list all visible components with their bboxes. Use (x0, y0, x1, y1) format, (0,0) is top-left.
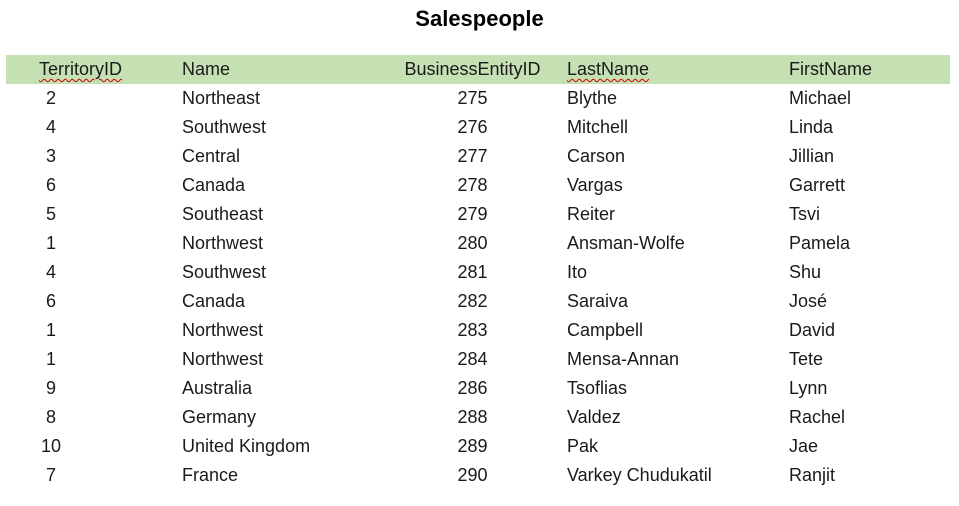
cell-last-name: Blythe (567, 88, 618, 108)
column-header-label: Name (182, 59, 231, 79)
cell-business-entity-id: 288 (457, 407, 488, 427)
cell-territory-id: 1 (45, 233, 56, 253)
cell-name: Southeast (182, 204, 264, 224)
cell-name: Canada (182, 291, 246, 311)
cell-last-name: Ansman-Wolfe (567, 233, 685, 253)
cell-name: Australia (182, 378, 253, 398)
cell-name: Canada (182, 175, 246, 195)
cell-name: Southwest (182, 117, 267, 137)
table-row: 4 Southwest 281 Ito Shu (6, 258, 950, 287)
cell-business-entity-id: 282 (457, 291, 488, 311)
cell-business-entity-id: 280 (457, 233, 488, 253)
table-row: 4 Southwest 276 Mitchell Linda (6, 113, 950, 142)
table-header-row: TerritoryID Name BusinessEntityID LastNa… (6, 55, 950, 84)
cell-first-name: Tsvi (789, 204, 820, 224)
cell-last-name: Reiter (567, 204, 616, 224)
cell-business-entity-id: 286 (457, 378, 488, 398)
cell-name: Northwest (182, 349, 264, 369)
cell-first-name: Jae (789, 436, 819, 456)
cell-last-name: Pak (567, 436, 599, 456)
cell-last-name: Mitchell (567, 117, 629, 137)
cell-territory-id: 10 (40, 436, 62, 456)
table-row: 8 Germany 288 Valdez Rachel (6, 403, 950, 432)
cell-name: Southwest (182, 262, 267, 282)
cell-last-name: Campbell (567, 320, 644, 340)
cell-last-name: Carson (567, 146, 626, 166)
cell-territory-id: 6 (45, 291, 56, 311)
table-row: 1 Northwest 283 Campbell David (6, 316, 950, 345)
table-header: TerritoryID Name BusinessEntityID LastNa… (6, 55, 950, 84)
cell-last-name: Mensa-Annan (567, 349, 680, 369)
cell-last-name: Varkey Chudukatil (567, 465, 712, 485)
cell-last-name: Tsoflias (567, 378, 628, 398)
cell-first-name: Pamela (789, 233, 851, 253)
cell-first-name: Garrett (789, 175, 846, 195)
cell-territory-id: 5 (45, 204, 56, 224)
column-header-label: BusinessEntityID (404, 59, 541, 79)
cell-first-name: Shu (789, 262, 822, 282)
cell-business-entity-id: 275 (457, 88, 488, 108)
cell-name: Northwest (182, 233, 264, 253)
table-row: 2 Northeast 275 Blythe Michael (6, 84, 950, 113)
cell-territory-id: 3 (45, 146, 56, 166)
cell-business-entity-id: 278 (457, 175, 488, 195)
cell-business-entity-id: 276 (457, 117, 488, 137)
table-row: 6 Canada 278 Vargas Garrett (6, 171, 950, 200)
cell-name: Central (182, 146, 241, 166)
cell-business-entity-id: 281 (457, 262, 488, 282)
cell-name: France (182, 465, 239, 485)
cell-first-name: Rachel (789, 407, 846, 427)
cell-first-name: Lynn (789, 378, 828, 398)
column-header-last-name: LastName (567, 55, 789, 84)
column-header-label: FirstName (789, 59, 873, 79)
cell-business-entity-id: 284 (457, 349, 488, 369)
cell-name: Northwest (182, 320, 264, 340)
cell-last-name: Valdez (567, 407, 621, 427)
table-row: 1 Northwest 280 Ansman-Wolfe Pamela (6, 229, 950, 258)
cell-first-name: Tete (789, 349, 824, 369)
cell-business-entity-id: 279 (457, 204, 488, 224)
table-row: 7 France 290 Varkey Chudukatil Ranjit (6, 461, 950, 490)
cell-territory-id: 6 (45, 175, 56, 195)
column-header-label: LastName (567, 59, 650, 79)
table-row: 5 Southeast 279 Reiter Tsvi (6, 200, 950, 229)
table-row: 9 Australia 286 Tsoflias Lynn (6, 374, 950, 403)
cell-territory-id: 1 (45, 320, 56, 340)
cell-territory-id: 8 (45, 407, 56, 427)
cell-last-name: Saraiva (567, 291, 629, 311)
cell-territory-id: 4 (45, 262, 56, 282)
column-header-territory-id: TerritoryID (6, 55, 182, 84)
cell-first-name: Ranjit (789, 465, 836, 485)
table-row: 3 Central 277 Carson Jillian (6, 142, 950, 171)
cell-name: Germany (182, 407, 257, 427)
column-header-name: Name (182, 55, 378, 84)
cell-territory-id: 4 (45, 117, 56, 137)
column-header-label: TerritoryID (39, 59, 123, 79)
cell-name: Northeast (182, 88, 261, 108)
column-header-first-name: FirstName (789, 55, 950, 84)
cell-first-name: José (789, 291, 828, 311)
cell-territory-id: 7 (45, 465, 56, 485)
cell-last-name: Ito (567, 262, 588, 282)
cell-business-entity-id: 277 (457, 146, 488, 166)
table-row: 1 Northwest 284 Mensa-Annan Tete (6, 345, 950, 374)
table-row: 6 Canada 282 Saraiva José (6, 287, 950, 316)
cell-business-entity-id: 283 (457, 320, 488, 340)
cell-first-name: David (789, 320, 836, 340)
table-body: 2 Northeast 275 Blythe Michael 4 Southwest 276 M… (6, 84, 950, 490)
cell-territory-id: 9 (45, 378, 56, 398)
cell-name: United Kingdom (182, 436, 311, 456)
page-title: Salespeople (415, 6, 544, 31)
cell-first-name: Jillian (789, 146, 835, 166)
cell-business-entity-id: 289 (457, 436, 488, 456)
table-row: 10 United Kingdom 289 Pak Jae (6, 432, 950, 461)
cell-territory-id: 2 (45, 88, 56, 108)
cell-first-name: Linda (789, 117, 834, 137)
cell-business-entity-id: 290 (457, 465, 488, 485)
salespeople-table: TerritoryID Name BusinessEntityID LastNa… (6, 55, 950, 490)
cell-last-name: Vargas (567, 175, 623, 195)
cell-territory-id: 1 (45, 349, 56, 369)
cell-first-name: Michael (789, 88, 852, 108)
column-header-business-entity-id: BusinessEntityID (378, 55, 567, 84)
